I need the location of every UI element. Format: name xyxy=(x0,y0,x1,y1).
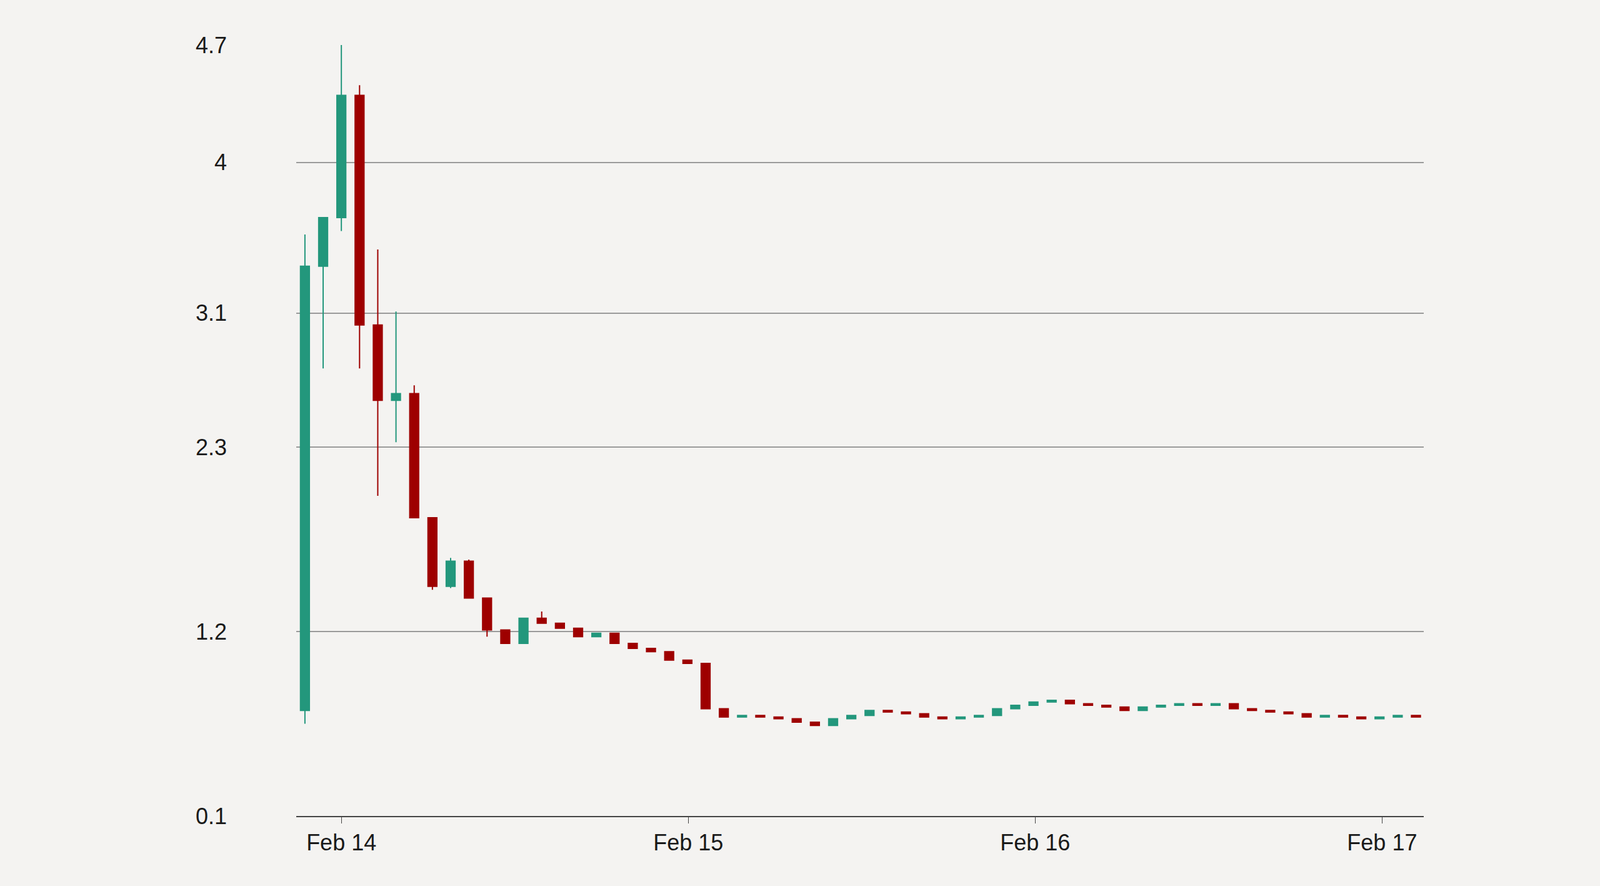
svg-text:2.3: 2.3 xyxy=(195,434,227,460)
svg-text:4: 4 xyxy=(214,149,227,175)
svg-text:1.2: 1.2 xyxy=(195,618,227,645)
svg-text:4.7: 4.7 xyxy=(195,32,227,59)
svg-text:Feb 15: Feb 15 xyxy=(653,829,724,855)
svg-text:Feb 14: Feb 14 xyxy=(306,829,377,855)
svg-text:3.1: 3.1 xyxy=(195,300,227,326)
svg-text:0.1: 0.1 xyxy=(195,803,227,829)
svg-text:Feb 17: Feb 17 xyxy=(1346,829,1417,855)
svg-text:Feb 16: Feb 16 xyxy=(1000,829,1070,855)
